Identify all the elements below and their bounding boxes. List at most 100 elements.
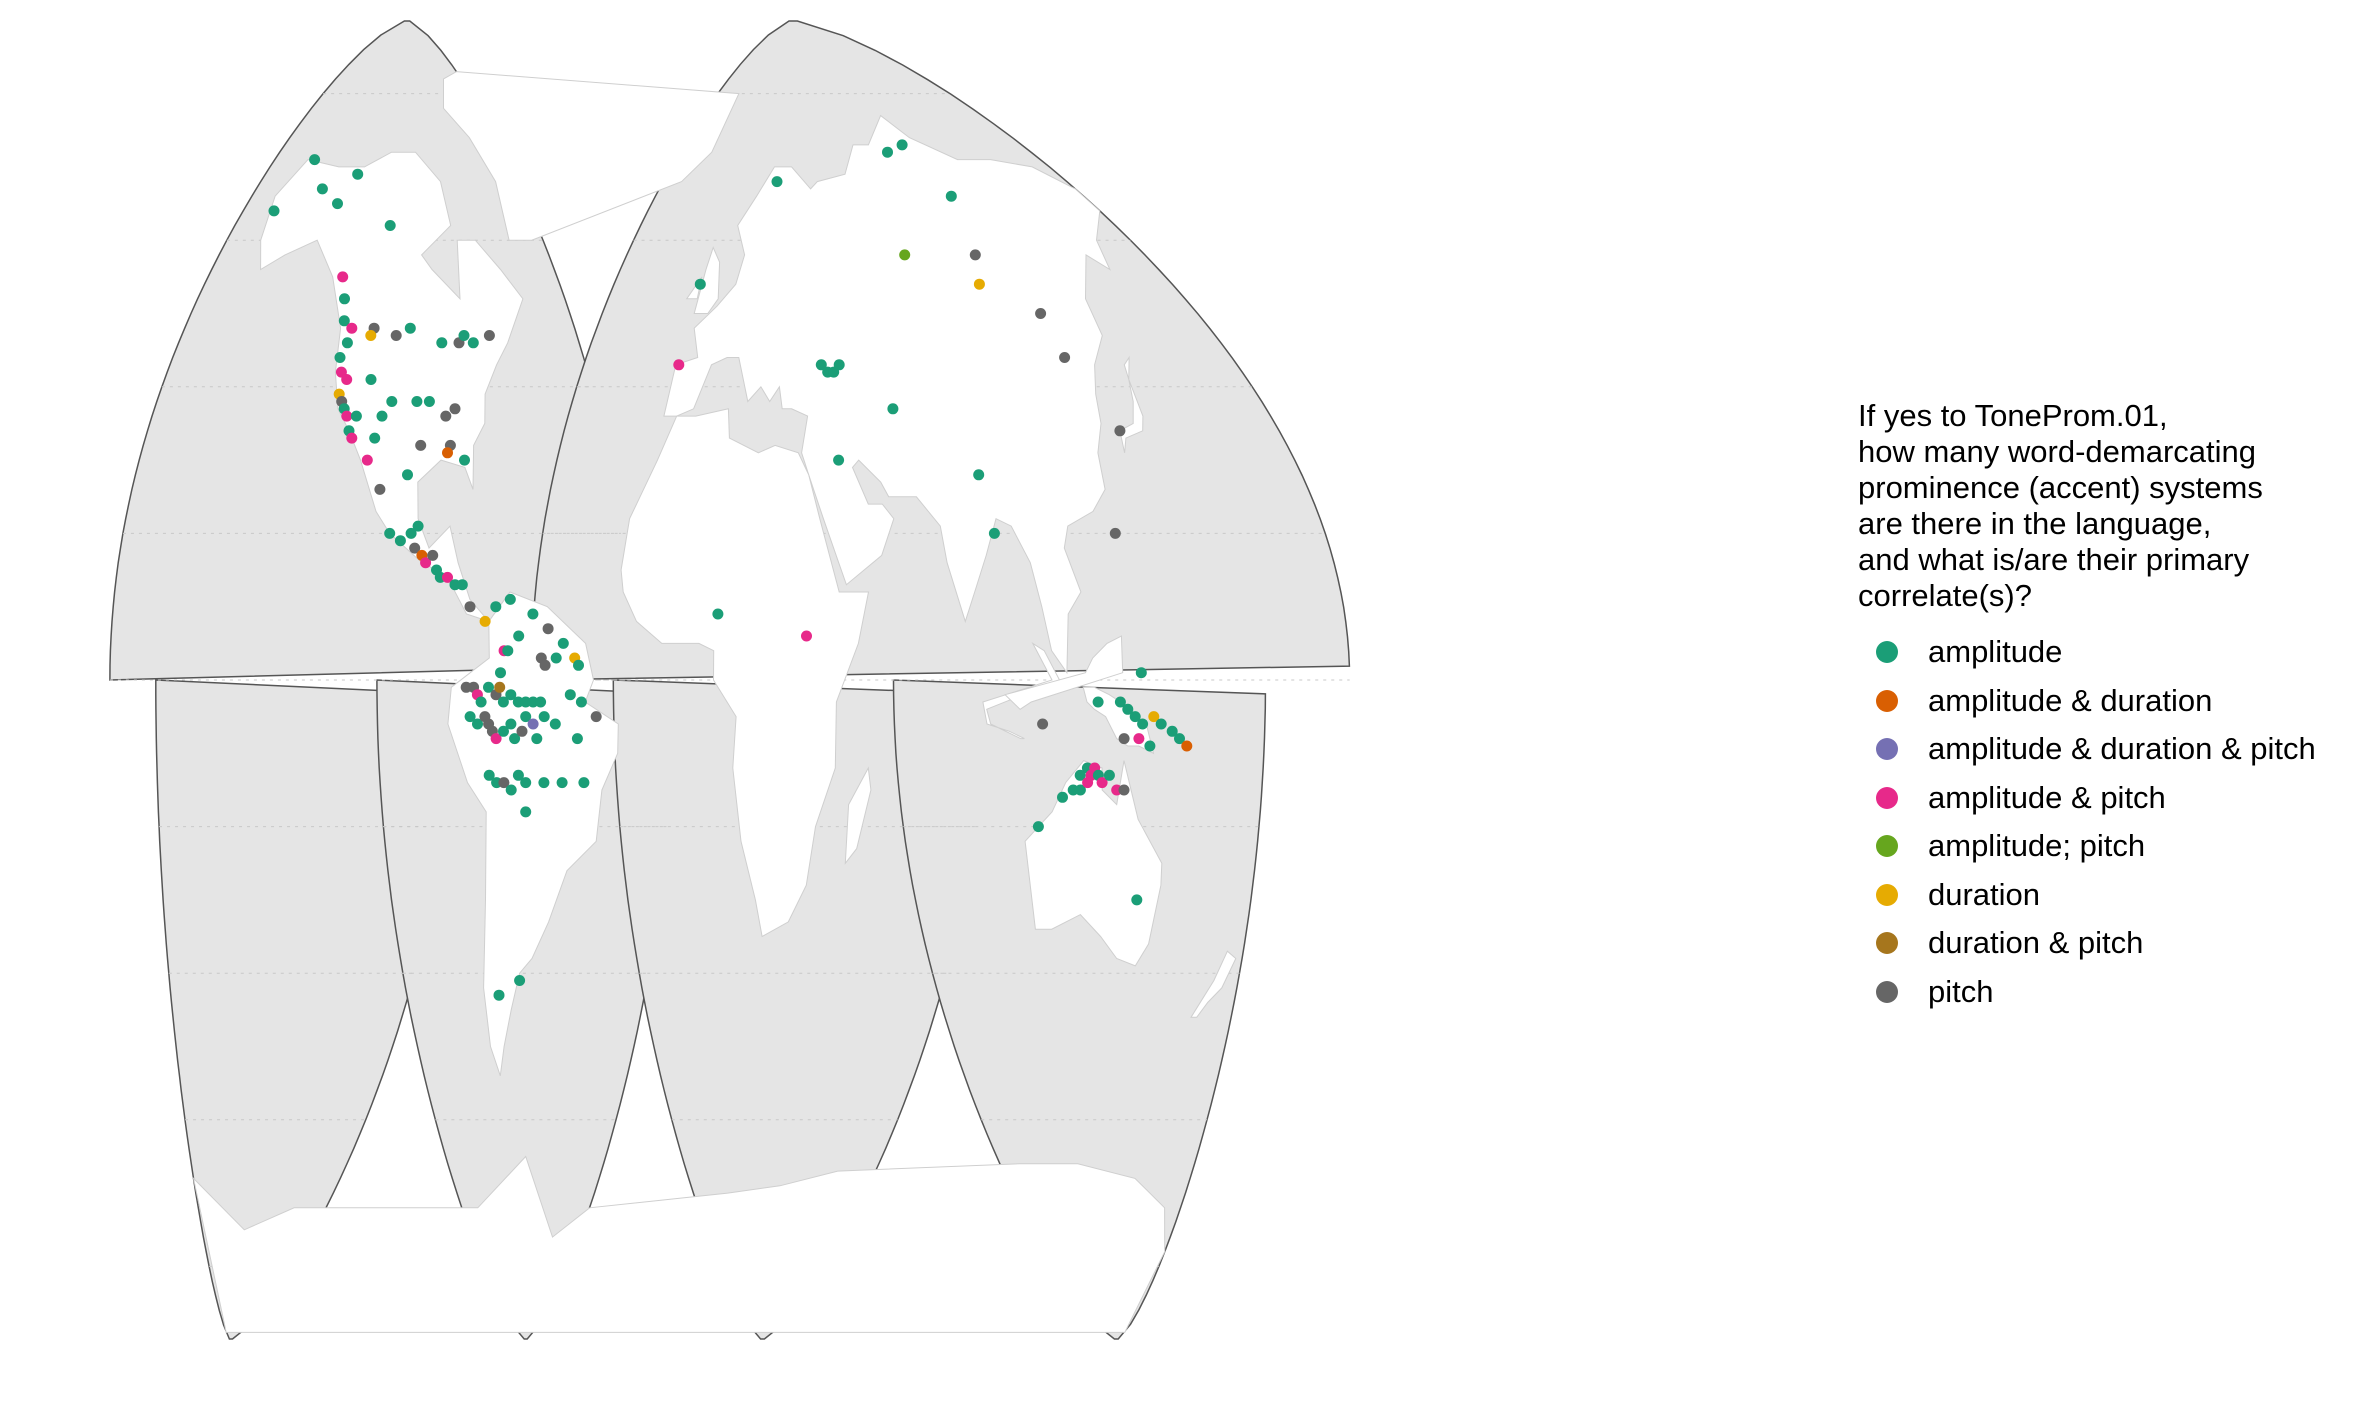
- language-point: [339, 293, 350, 305]
- legend-item: amplitude; pitch: [1858, 822, 2338, 871]
- language-point: [1166, 725, 1178, 737]
- language-point: [464, 711, 476, 723]
- language-point: [386, 396, 398, 407]
- language-point: [1074, 769, 1086, 781]
- language-point: [945, 190, 957, 202]
- language-point: [341, 337, 353, 349]
- language-point: [1181, 740, 1193, 752]
- legend: If yes to ToneProm.01, how many word-dem…: [1858, 398, 2338, 1016]
- legend-item: pitch: [1858, 968, 2338, 1017]
- language-point: [1082, 777, 1094, 789]
- language-point: [458, 330, 470, 341]
- legend-label: amplitude: [1928, 634, 2063, 670]
- language-point: [535, 696, 547, 708]
- legend-item: duration: [1858, 871, 2338, 920]
- language-point: [1155, 718, 1167, 730]
- language-point: [369, 432, 381, 444]
- legend-label: amplitude; pitch: [1928, 828, 2146, 864]
- language-point: [493, 989, 505, 1001]
- land-mass: [693, 246, 721, 314]
- language-point: [505, 718, 517, 730]
- language-point: [527, 608, 539, 620]
- language-point: [332, 198, 343, 210]
- language-point: [556, 777, 568, 789]
- language-point: [1109, 527, 1121, 539]
- language-point: [498, 777, 510, 789]
- language-point: [1148, 711, 1160, 723]
- language-point: [505, 784, 517, 796]
- legend-item: amplitude & duration & pitch: [1858, 725, 2338, 774]
- language-point: [538, 711, 550, 723]
- language-point: [505, 689, 517, 701]
- language-point: [365, 330, 377, 341]
- language-point: [495, 667, 506, 679]
- language-point: [420, 557, 432, 569]
- language-point: [412, 520, 424, 532]
- language-point: [376, 410, 388, 422]
- legend-dot-icon: [1876, 835, 1898, 858]
- legend-dot-icon: [1876, 883, 1898, 906]
- language-point: [539, 659, 551, 671]
- language-point: [411, 396, 423, 407]
- land-mass: [1190, 950, 1237, 1018]
- language-point: [483, 330, 495, 341]
- language-point: [334, 352, 346, 363]
- language-point: [694, 278, 706, 290]
- language-point: [365, 374, 377, 385]
- language-point: [394, 535, 406, 547]
- language-point: [497, 696, 509, 708]
- language-point: [436, 337, 448, 349]
- legend-label: amplitude & pitch: [1928, 779, 2166, 815]
- language-point: [882, 146, 893, 158]
- language-point: [833, 359, 845, 371]
- language-point: [578, 777, 590, 789]
- language-point: [404, 322, 416, 334]
- language-point: [969, 249, 981, 261]
- language-point: [973, 278, 985, 290]
- language-point: [712, 608, 724, 620]
- legend-dot-icon: [1876, 786, 1898, 809]
- language-point: [542, 623, 554, 635]
- language-point: [472, 718, 483, 730]
- language-point: [1092, 696, 1104, 708]
- language-point: [1137, 718, 1149, 730]
- language-point: [479, 615, 491, 627]
- language-point: [504, 593, 516, 605]
- legend-label: amplitude & duration: [1928, 682, 2213, 718]
- language-points: [268, 139, 1193, 1001]
- land-mass: [620, 408, 870, 938]
- language-point: [509, 733, 521, 745]
- language-point: [341, 374, 353, 385]
- language-point: [512, 769, 524, 781]
- language-point: [673, 359, 685, 371]
- language-point: [494, 681, 506, 693]
- language-point: [801, 630, 812, 642]
- language-point: [409, 542, 421, 554]
- language-point: [467, 337, 479, 349]
- language-point: [1114, 696, 1126, 708]
- language-point: [514, 975, 526, 986]
- legend-dot-icon: [1876, 641, 1898, 664]
- language-point: [341, 410, 353, 422]
- land-mass: [192, 1155, 1166, 1333]
- language-point: [350, 410, 362, 422]
- language-point: [449, 403, 461, 415]
- language-point: [390, 330, 402, 341]
- ocean-lobe-south: [892, 679, 1267, 1340]
- language-point: [346, 432, 358, 444]
- language-point: [1059, 352, 1071, 363]
- language-point: [402, 469, 413, 481]
- language-point: [899, 249, 911, 261]
- land-mass: [1024, 759, 1163, 967]
- language-point: [973, 469, 985, 481]
- language-point: [423, 396, 435, 407]
- language-point: [1032, 821, 1044, 833]
- language-point: [1096, 777, 1108, 789]
- land-mass: [1119, 355, 1144, 453]
- language-point: [1035, 308, 1047, 319]
- language-point: [573, 659, 584, 671]
- language-point: [1118, 784, 1130, 796]
- legend-item: duration & pitch: [1858, 919, 2338, 968]
- language-point: [384, 220, 396, 231]
